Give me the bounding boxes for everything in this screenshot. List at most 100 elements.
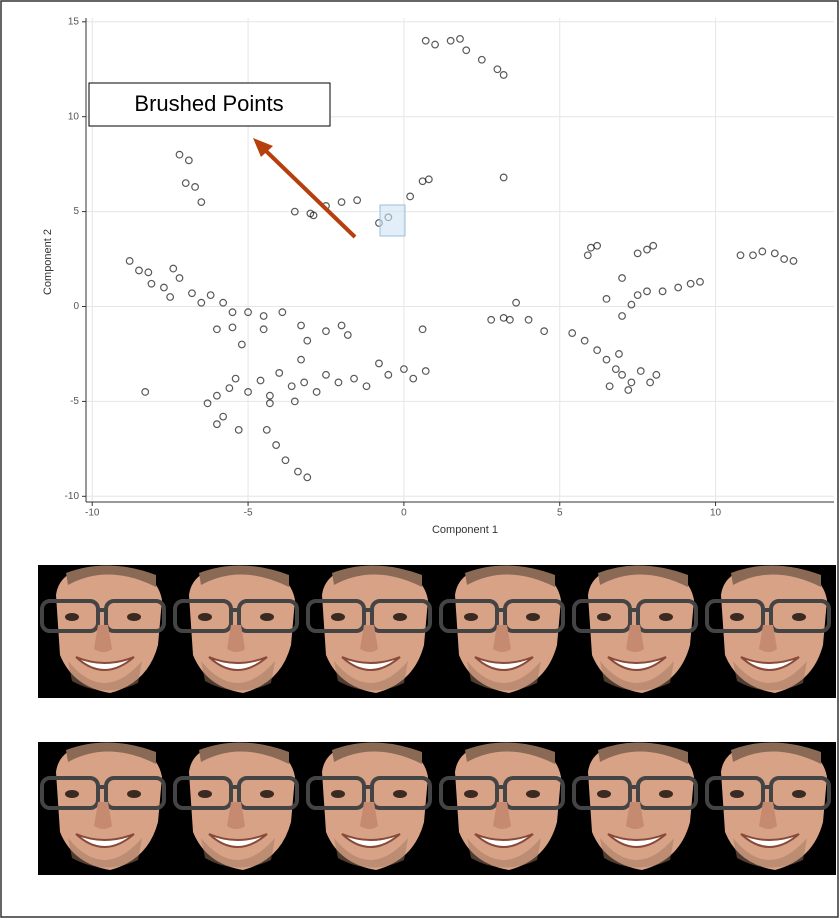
point [350, 374, 358, 383]
point [400, 365, 408, 374]
point [524, 315, 533, 324]
point [228, 323, 237, 332]
point [643, 245, 651, 254]
face-image[interactable] [38, 742, 171, 875]
point [244, 308, 252, 317]
point [602, 295, 611, 303]
point [175, 150, 184, 159]
point [615, 350, 623, 358]
point [627, 300, 636, 309]
face-row [38, 565, 836, 698]
point [212, 391, 221, 400]
face-image[interactable] [171, 565, 304, 698]
point [512, 298, 520, 307]
point [272, 441, 281, 449]
face-image[interactable] [38, 565, 171, 698]
point [540, 327, 549, 336]
point [259, 312, 268, 320]
point [424, 175, 433, 184]
point [643, 287, 651, 296]
y-tick-label: 0 [73, 301, 79, 312]
point [780, 255, 789, 263]
point [611, 365, 620, 374]
point [674, 283, 683, 292]
point [580, 336, 589, 345]
x-tick-label: 5 [557, 508, 563, 519]
point [219, 412, 228, 421]
face-row [38, 742, 836, 875]
point [456, 34, 464, 43]
point [303, 336, 312, 345]
point [169, 264, 178, 273]
point [278, 308, 287, 317]
y-tick-label: 10 [68, 111, 80, 122]
y-tick-label: 5 [73, 206, 79, 217]
point [297, 321, 305, 330]
point [262, 425, 271, 434]
point [135, 266, 143, 275]
point [343, 331, 352, 339]
face-image[interactable] [570, 565, 703, 698]
point [499, 173, 508, 182]
x-tick-label: 0 [401, 508, 407, 519]
point [144, 268, 153, 277]
point [627, 378, 636, 387]
scatter-plot: -10 -5 0 5 10 -10 -5 0 5 10 15 [65, 16, 834, 519]
point [225, 384, 234, 393]
point [206, 291, 215, 300]
face-image[interactable] [703, 742, 836, 875]
point [696, 277, 704, 286]
point [618, 370, 626, 379]
point [605, 382, 614, 391]
point [353, 196, 362, 205]
point [300, 378, 309, 387]
y-tick-label: -10 [65, 491, 80, 502]
point [231, 374, 240, 383]
face-image[interactable] [304, 742, 437, 875]
annotation-arrow [263, 148, 357, 239]
point [203, 399, 212, 408]
annotation-box [88, 82, 331, 127]
face-image[interactable] [437, 565, 570, 698]
point [736, 251, 745, 260]
point [493, 65, 502, 74]
point [309, 211, 318, 220]
point [125, 257, 134, 265]
point [297, 355, 305, 364]
face-image[interactable] [437, 742, 570, 875]
point [303, 473, 312, 482]
point [593, 346, 602, 355]
point [166, 293, 175, 301]
point [197, 198, 206, 207]
point [431, 40, 439, 49]
point [406, 192, 415, 201]
point [409, 374, 418, 383]
brush-selection[interactable] [379, 204, 406, 237]
point [384, 370, 393, 379]
point [487, 315, 496, 324]
point [337, 321, 346, 330]
point [568, 329, 577, 337]
point [275, 369, 284, 377]
point [265, 399, 274, 408]
point [624, 386, 633, 394]
point [294, 467, 302, 476]
face-image[interactable] [304, 565, 437, 698]
face-image[interactable] [171, 742, 304, 875]
point [191, 183, 199, 191]
face-image[interactable] [570, 742, 703, 875]
point [244, 388, 252, 396]
point [602, 355, 611, 364]
point [184, 156, 193, 165]
y-tick-label: 15 [68, 16, 80, 27]
point [141, 388, 150, 396]
face-image[interactable] [703, 565, 836, 698]
point [181, 179, 190, 188]
point [499, 71, 508, 79]
point [593, 241, 602, 250]
point [652, 370, 661, 379]
point [312, 388, 321, 396]
point [197, 298, 206, 307]
